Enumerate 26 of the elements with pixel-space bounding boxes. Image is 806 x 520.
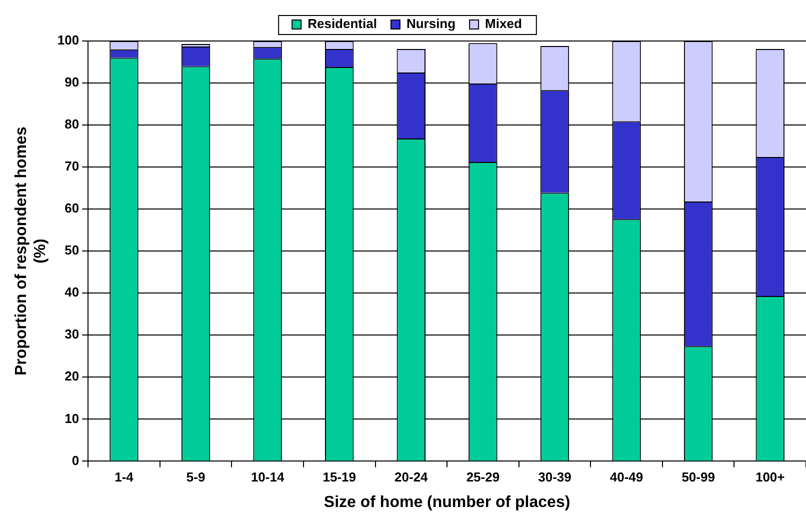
- x-tick-label: 10-14: [250, 470, 285, 485]
- x-tick-label: 30-39: [538, 470, 572, 485]
- x-tick-label: 50-99: [682, 470, 715, 485]
- y-tick-label: 10: [64, 410, 80, 426]
- x-tick-label: 15-19: [322, 470, 356, 485]
- y-tick-label: 40: [64, 284, 80, 300]
- x-tick-label: 40-49: [610, 470, 644, 485]
- x-tick-label: 20-24: [394, 470, 429, 485]
- x-tick-label: 5-9: [186, 470, 206, 485]
- legend-label: Residential: [308, 16, 377, 32]
- x-tick-label: 100+: [755, 470, 786, 485]
- y-tick-label: 80: [64, 116, 80, 132]
- x-tick-label: 25-29: [466, 470, 500, 485]
- y-tick-label: 20: [64, 368, 80, 384]
- x-axis-title: Size of home (number of places): [324, 494, 570, 511]
- y-axis-title: Proportion of respondent homes (%): [13, 126, 50, 376]
- legend-label: Mixed: [485, 16, 522, 32]
- y-tick-label: 90: [64, 74, 80, 90]
- y-tick-label: 30: [64, 326, 80, 342]
- legend-label: Nursing: [406, 16, 456, 32]
- y-tick-label: 50: [64, 242, 80, 258]
- y-tick-label: 60: [64, 200, 80, 216]
- y-tick-label: 70: [64, 158, 80, 174]
- y-tick-label: 100: [57, 32, 80, 48]
- x-tick-label: 1-4: [114, 470, 134, 485]
- y-tick-label: 0: [72, 452, 80, 468]
